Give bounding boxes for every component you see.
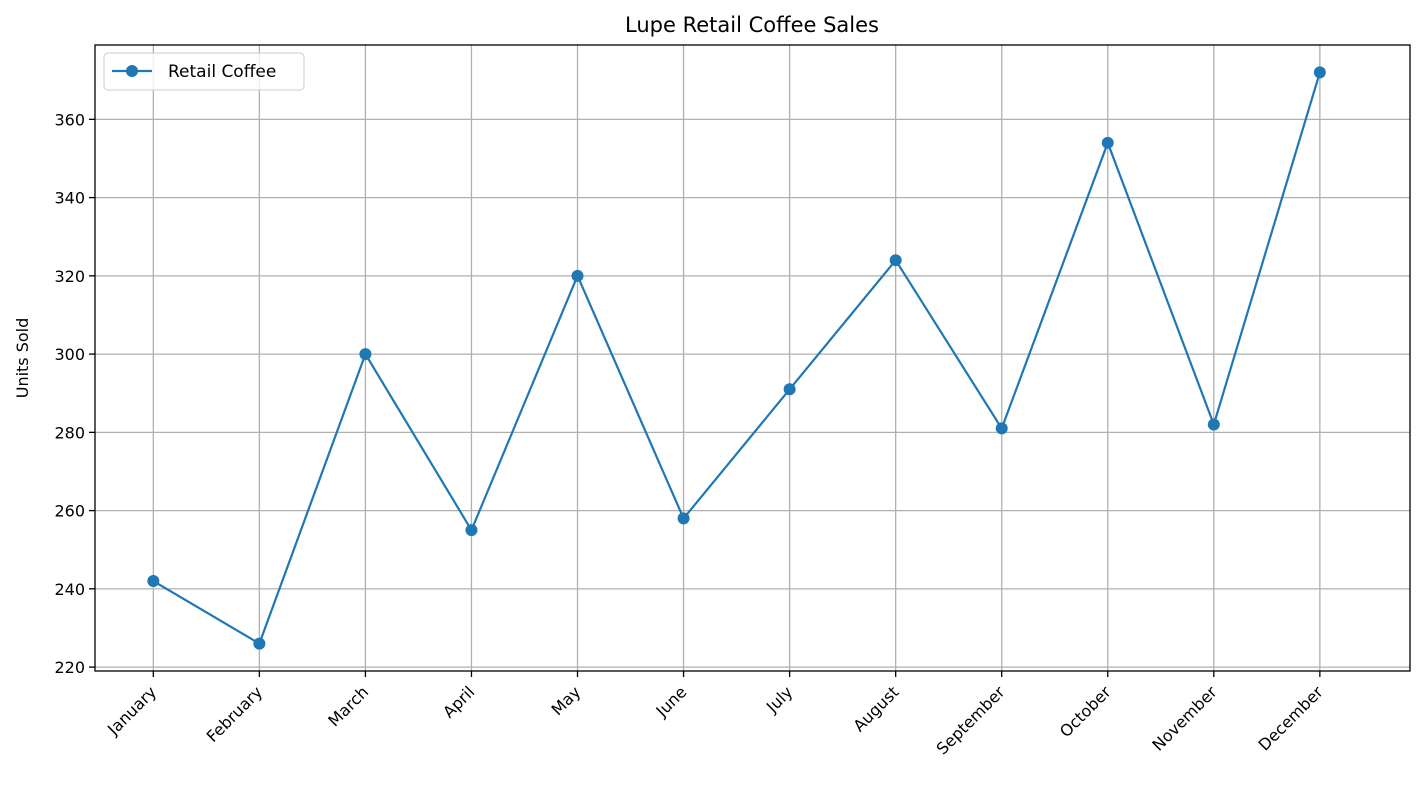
data-point bbox=[359, 348, 372, 361]
y-tick-label: 360 bbox=[54, 110, 85, 129]
y-tick-label: 320 bbox=[54, 267, 85, 286]
x-tick-label: May bbox=[548, 682, 585, 719]
y-tick-label: 240 bbox=[54, 580, 85, 599]
y-tick-label: 220 bbox=[54, 658, 85, 677]
x-tick-label: July bbox=[762, 682, 796, 716]
y-axis-label: Units Sold bbox=[13, 318, 32, 399]
x-tick-label: February bbox=[203, 682, 267, 746]
data-point bbox=[1207, 418, 1220, 431]
data-point bbox=[1313, 66, 1326, 79]
y-tick-label: 280 bbox=[54, 423, 85, 442]
legend-marker-swatch bbox=[126, 65, 138, 77]
legend-box bbox=[103, 52, 305, 91]
grid-lines bbox=[95, 45, 1410, 671]
series-line bbox=[152, 72, 1321, 645]
x-tick-label: November bbox=[1148, 682, 1221, 755]
data-point bbox=[783, 383, 796, 396]
data-point bbox=[147, 575, 160, 588]
x-tick-label: August bbox=[849, 682, 902, 735]
y-tick-label: 260 bbox=[54, 502, 85, 521]
chart-title: Lupe Retail Coffee Sales bbox=[625, 13, 879, 37]
data-point bbox=[253, 637, 266, 650]
x-tick-label: June bbox=[652, 682, 691, 721]
x-tick-label: September bbox=[933, 682, 1009, 758]
data-point bbox=[677, 512, 690, 525]
data-point bbox=[465, 524, 478, 537]
x-tick-label: January bbox=[103, 682, 160, 739]
legend-label: Retail Coffee bbox=[168, 62, 276, 82]
data-point bbox=[571, 269, 584, 282]
x-tick-label: October bbox=[1056, 682, 1115, 741]
y-tick-label: 300 bbox=[54, 345, 85, 364]
data-point bbox=[995, 422, 1008, 435]
series-layer bbox=[147, 66, 1326, 650]
x-tick-label: April bbox=[439, 682, 478, 721]
legend: Retail Coffee bbox=[103, 52, 305, 91]
x-tick-label: December bbox=[1255, 682, 1327, 754]
plot-area-frame bbox=[94, 44, 1411, 672]
x-tick-label: March bbox=[324, 682, 372, 730]
data-point bbox=[889, 254, 902, 267]
axes: January February March April May June July Augu… bbox=[54, 110, 1327, 758]
y-tick-label: 340 bbox=[54, 189, 85, 208]
data-point bbox=[1101, 136, 1114, 149]
